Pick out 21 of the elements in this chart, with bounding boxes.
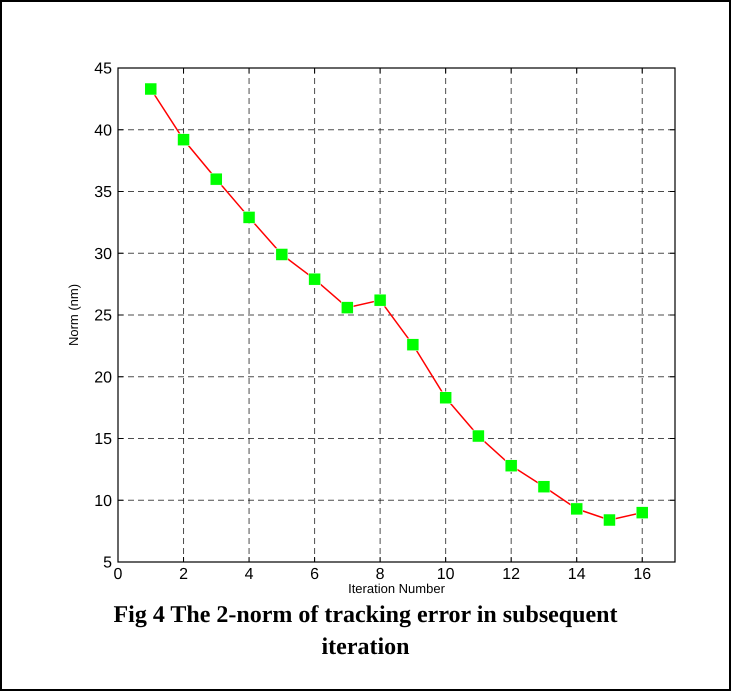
x-tick-label: 10 [436,566,455,583]
y-tick-label: 40 [94,122,112,140]
y-tick-label: 20 [94,369,112,386]
y-tick-label: 30 [94,246,112,263]
x-tick-label: 12 [502,566,520,583]
y-tick-label: 45 [94,60,112,78]
x-axis-title: Iteration Number [348,581,446,596]
y-tick-label: 25 [94,308,112,325]
x-tick-label: 6 [310,566,320,583]
x-tick-label: 2 [179,566,188,583]
text: Fig 4 The 2-norm of tracking error in subsequent iteration [113,602,618,660]
x-tick-label: 16 [633,566,652,583]
y-axis-title: Norm (nm) [66,284,81,346]
x-tick-label: 8 [376,566,385,583]
x-tick-label: 4 [244,566,254,583]
y-tick-label: 15 [94,431,112,448]
x-tick-label: 14 [568,566,586,583]
y-tick-label: 35 [94,184,112,202]
x-tick-label: 0 [114,566,123,583]
y-tick-label: 10 [94,492,112,510]
y-tick-label: 5 [103,554,112,572]
